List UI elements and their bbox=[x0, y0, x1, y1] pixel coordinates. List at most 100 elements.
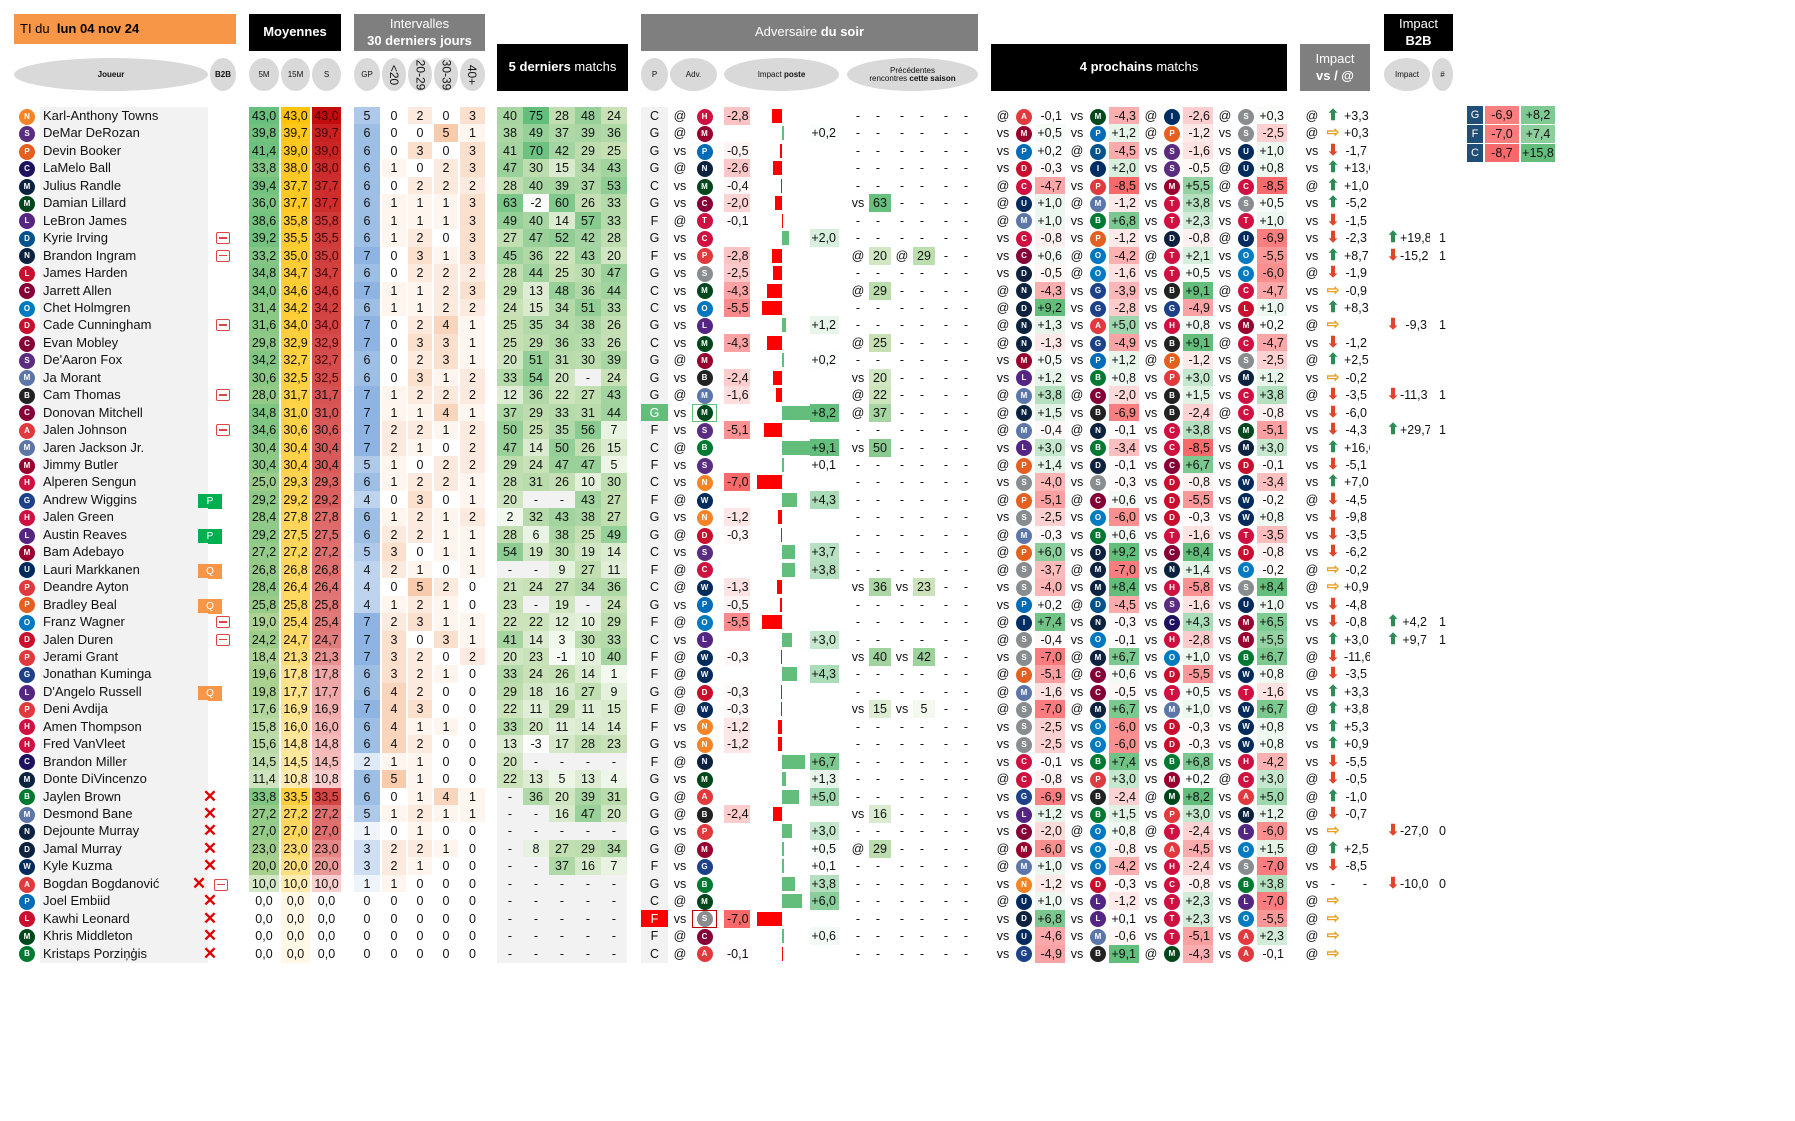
last-game-score: 28 bbox=[497, 264, 523, 283]
player-name[interactable]: Franz Wagner bbox=[40, 613, 208, 632]
interval-count: 0 bbox=[434, 647, 458, 666]
player-name[interactable]: Jimmy Butler bbox=[40, 456, 208, 474]
player-name[interactable]: Donte DiVincenzo bbox=[40, 770, 208, 789]
player-name[interactable]: Kyrie Irving bbox=[40, 229, 208, 248]
player-name[interactable]: Andrew Wiggins bbox=[40, 490, 208, 509]
player-name[interactable]: DeMar DeRozan bbox=[40, 124, 208, 143]
impact-vs-value: +0,3 bbox=[1344, 126, 1369, 141]
mem-logo-icon: M bbox=[1016, 422, 1032, 439]
player-name[interactable]: Khris Middleton bbox=[40, 927, 208, 946]
player-name[interactable]: LaMelo Ball bbox=[40, 159, 208, 178]
next-impact-value: +5,0 bbox=[1109, 316, 1139, 335]
next-opponent-logo: O bbox=[1087, 264, 1109, 282]
player-name[interactable]: Donovan Mitchell bbox=[40, 403, 208, 422]
b2b-status: P bbox=[184, 491, 236, 509]
mia-logo-icon: M bbox=[19, 544, 35, 561]
player-name[interactable]: Dejounte Murray bbox=[40, 822, 208, 841]
player-name[interactable]: Jalen Johnson bbox=[40, 421, 208, 440]
player-name[interactable]: Deni Avdija bbox=[40, 700, 208, 719]
player-name[interactable]: Bradley Beal bbox=[40, 595, 208, 614]
player-name[interactable]: Fred VanVleet bbox=[40, 735, 208, 754]
player-name[interactable]: Kyle Kuzma bbox=[40, 857, 208, 876]
next-opponent-logo: U bbox=[1235, 142, 1257, 160]
previous-encounter: - bbox=[855, 929, 861, 944]
player-name[interactable]: Jaren Jackson Jr. bbox=[40, 438, 208, 457]
next-impact-value: +0,2 bbox=[1257, 316, 1287, 335]
previous-encounter: - bbox=[899, 161, 905, 176]
next-home-away: vs bbox=[1218, 929, 1232, 944]
next-impact-value: -7,0 bbox=[1257, 892, 1287, 911]
next-home-away: vs bbox=[1144, 440, 1158, 455]
nop-logo-icon: N bbox=[1016, 318, 1032, 335]
next-impact-value: +2,3 bbox=[1183, 892, 1213, 911]
player-name[interactable]: James Harden bbox=[40, 264, 208, 283]
home-away: vs bbox=[673, 405, 687, 420]
player-name[interactable]: Kristaps Porziņģis bbox=[40, 944, 208, 963]
last-game-score: 52 bbox=[549, 229, 575, 248]
okc-logo-icon: O bbox=[1238, 911, 1254, 928]
atl-logo-icon: A bbox=[1164, 841, 1180, 858]
player-name[interactable]: Jarrett Allen bbox=[40, 281, 208, 300]
player-name[interactable]: Brandon Miller bbox=[40, 752, 208, 771]
next-home-away: vs bbox=[1218, 632, 1232, 647]
player-name[interactable]: De'Aaron Fox bbox=[40, 351, 208, 370]
player-name[interactable]: Damian Lillard bbox=[40, 194, 208, 213]
player-name[interactable]: Karl-Anthony Towns bbox=[40, 107, 208, 125]
player-name[interactable]: Austin Reaves bbox=[40, 525, 208, 544]
uta-logo-icon: U bbox=[1238, 597, 1254, 614]
player-name[interactable]: Devin Booker bbox=[40, 141, 208, 160]
player-name[interactable]: LeBron James bbox=[40, 211, 208, 230]
player-name[interactable]: Evan Mobley bbox=[40, 333, 208, 352]
player-name[interactable]: Bam Adebayo bbox=[40, 543, 208, 562]
player-name[interactable]: Bogdan Bogdanović bbox=[40, 874, 208, 893]
player-name[interactable]: Chet Holmgren bbox=[40, 298, 208, 317]
previous-encounter: 20 bbox=[869, 246, 891, 265]
interval-count: 1 bbox=[434, 246, 458, 265]
bos-logo-icon: B bbox=[696, 440, 713, 457]
player-name[interactable]: Brandon Ingram bbox=[40, 246, 208, 265]
player-name[interactable]: Jonathan Kuminga bbox=[40, 665, 208, 684]
impact-home-away: vs bbox=[1305, 545, 1319, 560]
games-played: 6 bbox=[354, 351, 380, 370]
last-game-score: 49 bbox=[601, 525, 627, 544]
player-name[interactable]: Kawhi Leonard bbox=[40, 909, 208, 928]
interval-count: 0 bbox=[460, 857, 485, 876]
previous-encounter: - bbox=[875, 859, 881, 874]
player-name[interactable]: Jalen Duren bbox=[40, 630, 208, 649]
player-name[interactable]: Alperen Sengun bbox=[40, 473, 208, 492]
player-name[interactable]: Ja Morant bbox=[40, 368, 208, 387]
player-name[interactable]: Jamal Murray bbox=[40, 839, 208, 858]
impact-poste-bar bbox=[766, 335, 782, 350]
impact-vs-value: -1,7 bbox=[1345, 143, 1367, 158]
player-team-logo: D bbox=[16, 316, 38, 335]
next-impact-value: -8,5 bbox=[1183, 438, 1213, 457]
interval-count: 0 bbox=[434, 892, 458, 911]
player-name[interactable]: Amen Thompson bbox=[40, 717, 208, 736]
player-name[interactable]: Cam Thomas bbox=[40, 386, 208, 405]
impact-poste-value: -1,3 bbox=[724, 578, 750, 597]
tor-logo-icon: T bbox=[1238, 684, 1254, 701]
player-name[interactable]: Deandre Ayton bbox=[40, 578, 208, 597]
impact-vs-value: -5,1 bbox=[1345, 458, 1367, 472]
position: F bbox=[641, 613, 668, 632]
player-name[interactable]: Lauri Markkanen bbox=[40, 560, 208, 579]
next-impact-value: +6,8 bbox=[1035, 909, 1065, 928]
mil-logo-icon: M bbox=[19, 928, 35, 945]
player-name[interactable]: Cade Cunningham bbox=[40, 316, 208, 335]
impact-poste-bar bbox=[777, 737, 782, 752]
position: F bbox=[641, 647, 668, 666]
opponent-logo: D bbox=[692, 526, 717, 544]
player-name[interactable]: Desmond Bane bbox=[40, 805, 208, 823]
next-opponent-logo: H bbox=[1235, 753, 1257, 771]
player-name[interactable]: Jaylen Brown bbox=[40, 787, 208, 806]
next-impact-value: -0,8 bbox=[1183, 473, 1213, 492]
player-name[interactable]: Julius Randle bbox=[40, 176, 208, 195]
next-opponent-logo: T bbox=[1161, 822, 1183, 841]
player-name[interactable]: Jerami Grant bbox=[40, 647, 208, 666]
player-name[interactable]: Joel Embiid bbox=[40, 892, 208, 911]
interval-count: 1 bbox=[408, 194, 432, 213]
player-name[interactable]: D'Angelo Russell bbox=[40, 682, 208, 701]
b2b-status bbox=[184, 421, 236, 439]
sac-logo-icon: S bbox=[1164, 597, 1180, 614]
player-name[interactable]: Jalen Green bbox=[40, 508, 208, 527]
